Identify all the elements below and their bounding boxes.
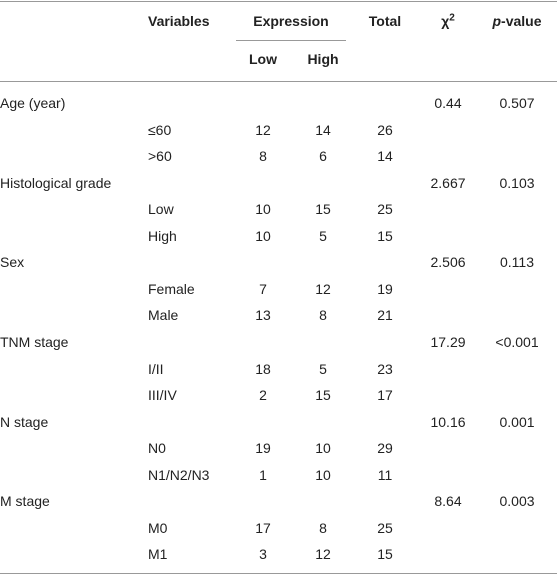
chi2-value: 8.64 [434,493,462,510]
header-high: High [307,51,339,67]
variable: ≤60 [148,121,172,138]
low-count: 3 [259,546,267,563]
high-count: 15 [315,387,331,404]
variable: Male [148,307,179,324]
total-count: 25 [377,519,393,536]
chi-sup: 2 [449,12,455,24]
variable: I/II [148,360,164,377]
high-count: 5 [319,227,327,244]
group-name: M stage [0,493,50,510]
header-pvalue: p-value [492,11,541,31]
high-count: 10 [315,440,331,457]
total-count: 15 [377,546,393,563]
high-count: 12 [315,546,331,563]
low-count: 1 [259,466,267,483]
value: -value [501,13,542,29]
chi2-value: 17.29 [430,333,466,350]
variable: N0 [148,440,166,457]
total-count: 15 [377,227,393,244]
p: p [492,13,502,29]
header-low: Low [249,51,277,67]
group-name: Histological grade [0,174,112,191]
total-count: 21 [377,307,393,324]
chi: χ [441,13,450,29]
header-expression: Expression [253,13,329,29]
high-count: 14 [315,121,331,138]
variable: N1/N2/N3 [148,466,210,483]
total-count: 23 [377,360,393,377]
p-value: 0.113 [500,254,534,271]
total-count: 14 [377,148,393,165]
variable: >60 [148,148,172,165]
variable: High [148,227,177,244]
header-rule [0,81,557,82]
p-value: 0.103 [499,174,535,191]
variable: III/IV [148,387,177,404]
p-value: <0.001 [495,333,539,350]
high-count: 15 [315,201,331,218]
header-total: Total [368,13,402,29]
group-name: Sex [0,254,25,271]
chi2-value: 10.16 [430,413,466,430]
p-value: 0.507 [499,95,535,111]
header-chi2: χ2 [441,11,455,31]
p-value: 0.003 [499,493,535,510]
group-name: TNM stage [0,333,69,350]
low-count: 10 [255,227,271,244]
total-count: 26 [377,121,393,138]
p-value: 0.001 [499,413,535,430]
total-count: 17 [377,387,393,404]
total-count: 25 [377,201,393,218]
group-name: Age (year) [0,95,66,111]
chi2-value: 0.44 [434,95,462,111]
chi2-value: 2.506 [430,254,466,271]
low-count: 13 [255,307,271,324]
variable: M1 [148,546,168,563]
chi2-value: 2.667 [430,174,466,191]
high-count: 5 [319,360,327,377]
high-count: 10 [315,466,331,483]
top-rule [0,1,557,2]
low-count: 17 [255,519,271,536]
high-count: 12 [315,280,331,297]
low-count: 8 [259,148,267,165]
group-name: N stage [0,413,49,430]
low-count: 18 [255,360,271,377]
expression-rule [236,40,346,41]
bottom-rule [0,573,557,574]
header-variables: Variables [148,13,210,29]
variable: Female [148,280,195,297]
low-count: 19 [255,440,271,457]
high-count: 8 [319,519,327,536]
low-count: 2 [259,387,267,404]
variable: M0 [148,519,168,536]
variable: Low [148,201,174,218]
total-count: 19 [377,280,393,297]
total-count: 29 [377,440,393,457]
low-count: 10 [255,201,271,218]
high-count: 8 [319,307,327,324]
low-count: 12 [255,121,271,138]
low-count: 7 [259,280,267,297]
high-count: 6 [319,148,327,165]
total-count: 11 [377,466,393,483]
